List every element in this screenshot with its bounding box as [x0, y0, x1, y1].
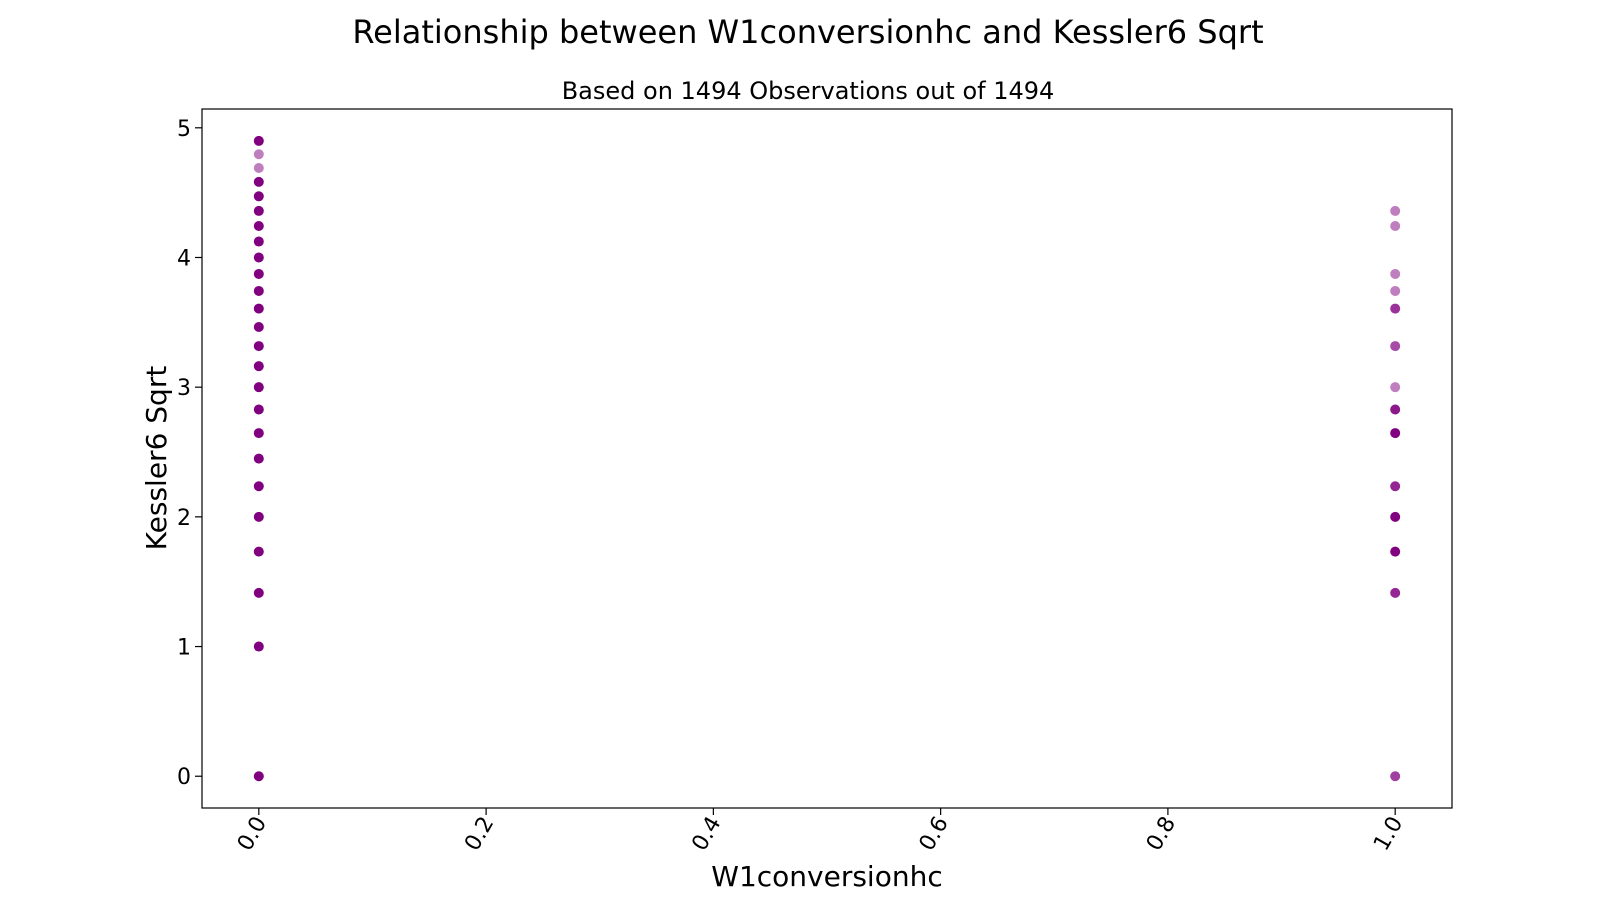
data-point — [253, 285, 264, 296]
data-point — [1390, 285, 1401, 296]
data-point — [1390, 404, 1401, 415]
data-point — [253, 587, 264, 598]
data-point — [253, 511, 264, 522]
data-point — [253, 481, 264, 492]
data-point — [253, 236, 264, 247]
y-tick-label: 1 — [177, 636, 191, 661]
data-point — [253, 428, 264, 439]
data-point — [253, 220, 264, 231]
data-point — [253, 191, 264, 202]
data-point — [253, 268, 264, 279]
data-point — [253, 453, 264, 464]
chart-subtitle: Based on 1494 Observations out of 1494 — [562, 77, 1055, 105]
x-tick-label: 1.0 — [1369, 813, 1408, 856]
y-tick-label: 3 — [177, 376, 191, 401]
data-point — [253, 252, 264, 263]
data-point — [253, 771, 264, 782]
plot-area — [201, 108, 1453, 809]
data-point — [1390, 546, 1401, 557]
y-tick-label: 0 — [177, 765, 191, 790]
data-point — [253, 135, 264, 146]
data-points — [253, 135, 1401, 782]
data-point — [1390, 511, 1401, 522]
data-point — [1390, 771, 1401, 782]
data-point — [1390, 220, 1401, 231]
x-tick-label: 0.4 — [687, 813, 726, 856]
y-axis-label: Kessler6 Sqrt — [140, 366, 173, 551]
data-point — [253, 176, 264, 187]
chart-title: Relationship between W1conversionhc and … — [352, 13, 1263, 51]
data-point — [253, 361, 264, 372]
y-tick-label: 4 — [177, 246, 191, 271]
data-point — [1390, 341, 1401, 352]
x-tick-label: 0.6 — [915, 813, 954, 856]
data-point — [1390, 428, 1401, 439]
x-tick-label: 0.0 — [233, 813, 272, 856]
y-tick-label: 2 — [177, 506, 191, 531]
data-point — [253, 149, 264, 160]
data-point — [253, 321, 264, 332]
data-point — [253, 404, 264, 415]
data-point — [1390, 268, 1401, 279]
data-point — [253, 641, 264, 652]
data-point — [1390, 205, 1401, 216]
y-axis-ticks: 0 1 2 3 4 5 — [177, 117, 202, 790]
data-point — [253, 546, 264, 557]
data-point — [253, 341, 264, 352]
x-axis-label: W1conversionhc — [711, 860, 942, 893]
data-point — [253, 303, 264, 314]
data-point — [253, 163, 264, 174]
data-point — [1390, 481, 1401, 492]
data-point — [253, 205, 264, 216]
x-tick-label: 0.8 — [1142, 813, 1181, 856]
data-point — [1390, 382, 1401, 393]
data-point — [1390, 587, 1401, 598]
y-tick-label: 5 — [177, 117, 191, 142]
x-tick-label: 0.2 — [460, 813, 499, 856]
data-point — [253, 382, 264, 393]
x-axis-ticks: 0.0 0.2 0.4 0.6 0.8 1.0 — [233, 808, 1408, 856]
data-point — [1390, 303, 1401, 314]
